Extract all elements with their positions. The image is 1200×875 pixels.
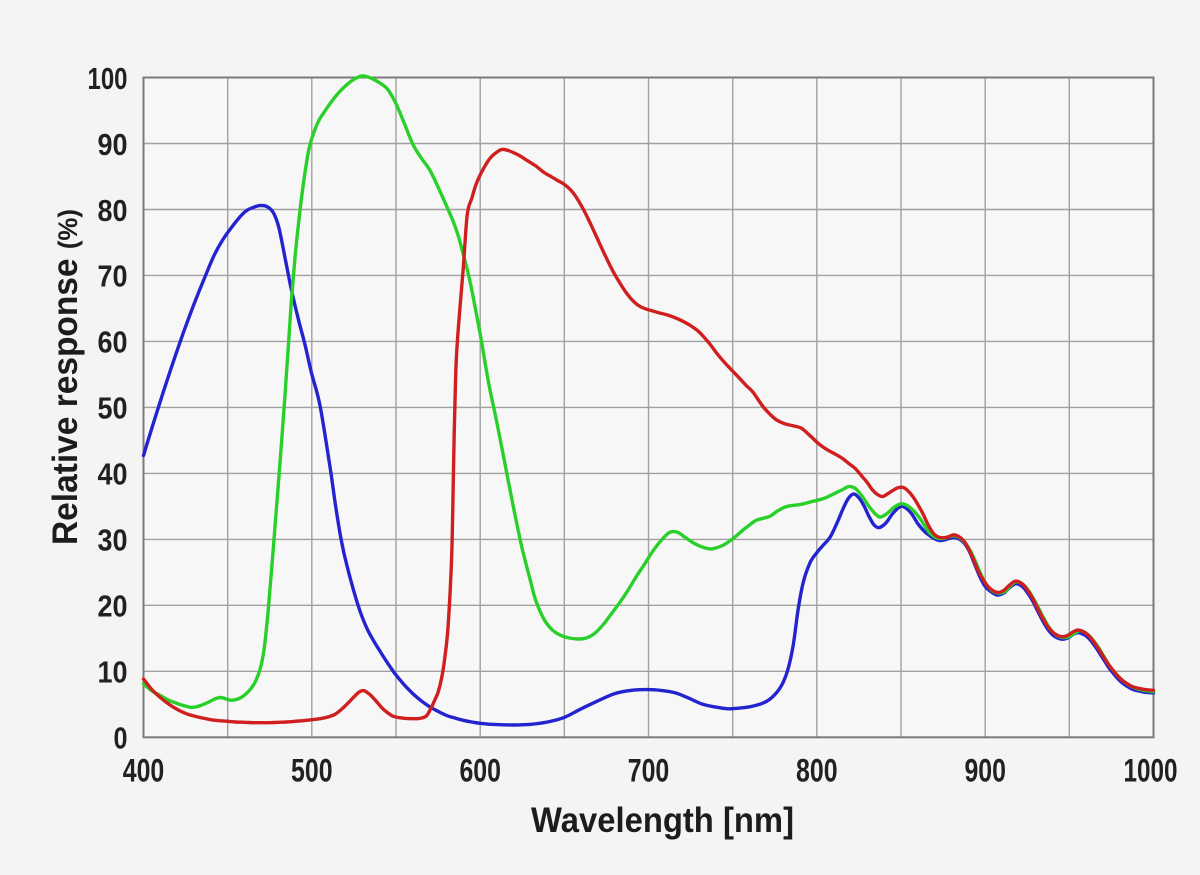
svg-text:700: 700	[628, 753, 670, 789]
svg-text:30: 30	[98, 523, 128, 558]
svg-text:50: 50	[98, 391, 128, 426]
svg-text:70: 70	[98, 259, 128, 294]
svg-text:900: 900	[964, 753, 1006, 789]
svg-text:0: 0	[114, 721, 128, 756]
svg-text:90: 90	[98, 127, 128, 162]
svg-text:10: 10	[98, 655, 128, 690]
svg-text:500: 500	[291, 753, 333, 789]
svg-text:400: 400	[123, 753, 165, 789]
svg-text:Relative response (%): Relative response (%)	[46, 209, 85, 545]
svg-text:100: 100	[88, 61, 128, 96]
svg-text:800: 800	[796, 753, 838, 789]
svg-text:1000: 1000	[1124, 753, 1178, 789]
svg-text:20: 20	[98, 589, 128, 624]
svg-text:600: 600	[459, 753, 501, 789]
svg-text:60: 60	[98, 325, 128, 360]
svg-text:80: 80	[98, 193, 128, 228]
svg-text:Wavelength [nm]: Wavelength [nm]	[531, 801, 794, 840]
svg-text:40: 40	[98, 457, 128, 492]
